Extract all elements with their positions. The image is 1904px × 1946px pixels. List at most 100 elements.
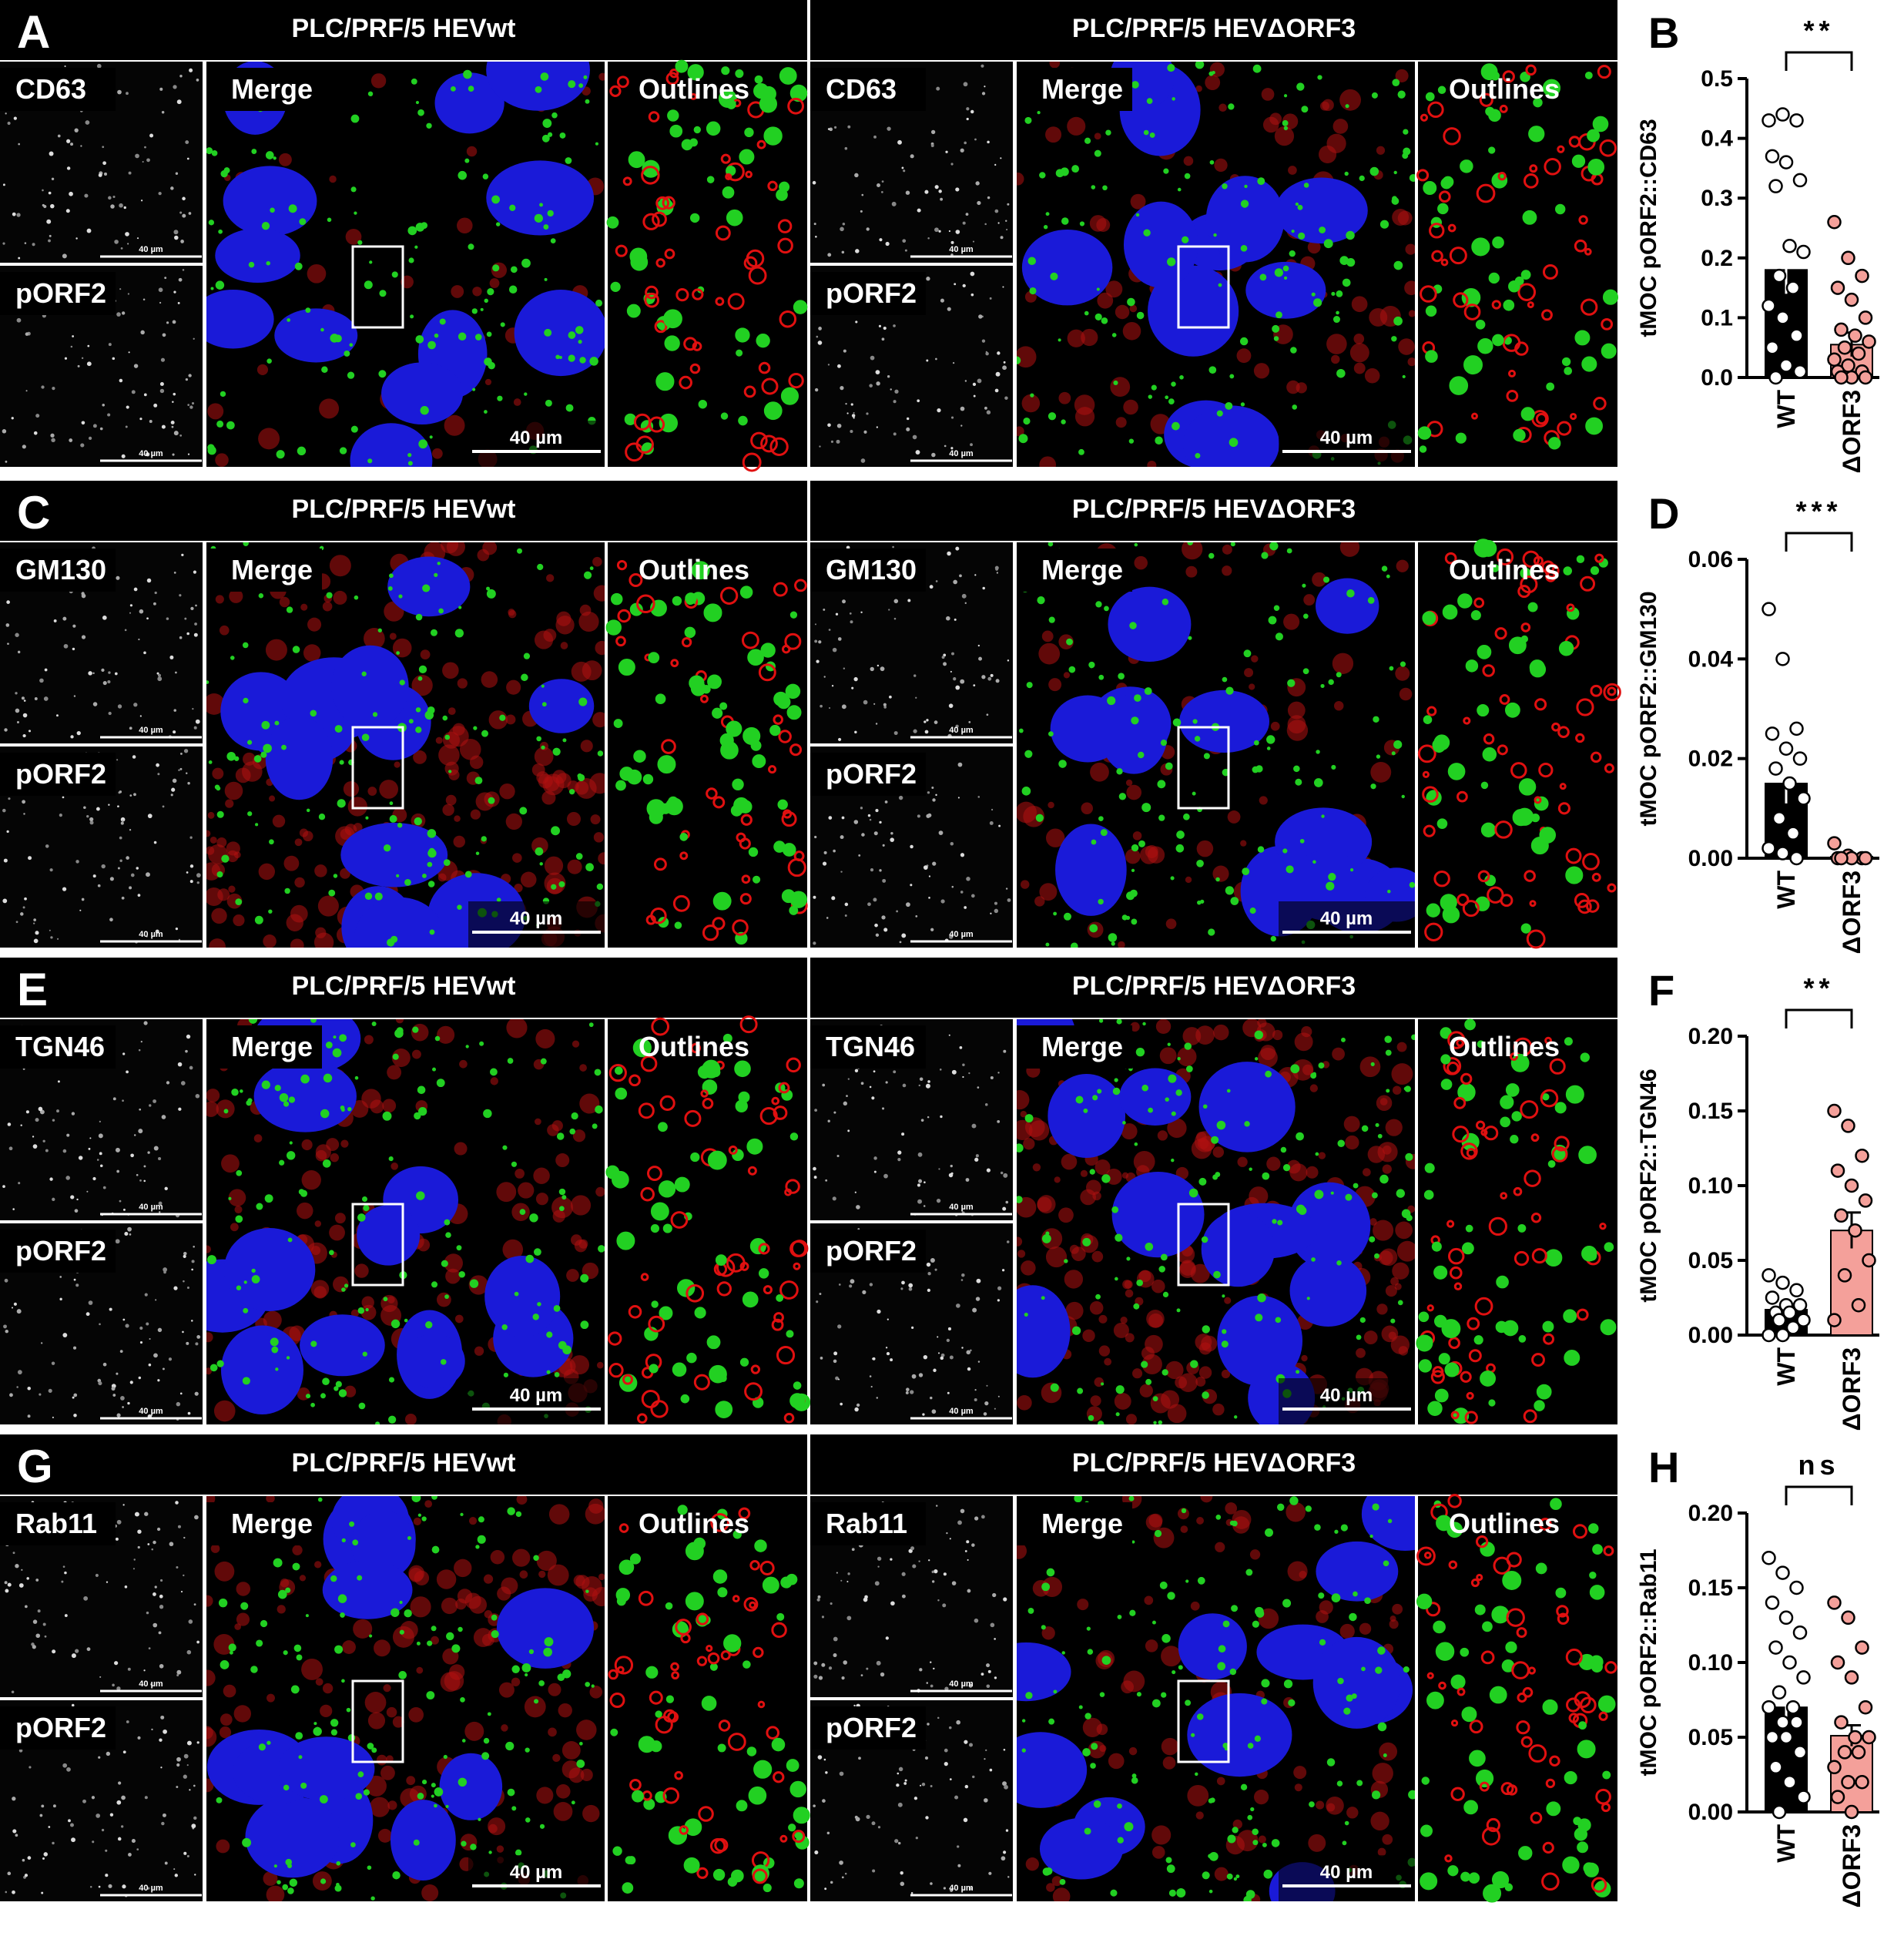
decoration [163, 806, 165, 808]
decoration [22, 445, 26, 448]
decoration [928, 897, 930, 899]
decoration [578, 1240, 588, 1249]
decoration [293, 1563, 300, 1571]
decoration [1565, 368, 1571, 374]
merge-label: Merge [231, 73, 313, 105]
decoration [543, 773, 565, 795]
decoration [214, 1401, 236, 1422]
decoration [459, 1060, 468, 1069]
scale-label: 40 µm [139, 1407, 163, 1416]
decoration [949, 230, 950, 232]
decoration [900, 1287, 903, 1290]
decoration [525, 1817, 531, 1823]
decoration [883, 928, 887, 931]
decoration [1334, 701, 1343, 710]
decoration [1129, 1496, 1135, 1501]
decoration [1461, 161, 1473, 173]
decoration [2, 899, 7, 904]
decoration [969, 1743, 973, 1746]
decoration [1249, 1186, 1268, 1206]
decoration [1341, 1038, 1346, 1042]
decoration [1129, 622, 1137, 629]
decoration [72, 1653, 76, 1658]
decoration [1048, 1719, 1054, 1725]
decoration [958, 797, 960, 798]
decoration [100, 428, 103, 431]
decoration [314, 1286, 327, 1298]
decoration [831, 441, 833, 443]
decoration [967, 1367, 971, 1371]
decoration [193, 1817, 196, 1820]
decoration [970, 110, 974, 113]
decoration [529, 1649, 534, 1654]
decoration [925, 730, 929, 734]
decoration [1519, 1225, 1525, 1231]
decoration [1143, 229, 1150, 236]
decoration [535, 1029, 555, 1048]
decoration [307, 809, 310, 813]
decoration [861, 458, 866, 463]
decoration [590, 566, 594, 570]
decoration [1364, 1597, 1371, 1604]
decoration [1131, 1777, 1138, 1784]
decoration [159, 302, 161, 304]
decoration [72, 1704, 75, 1707]
decoration [1071, 942, 1078, 950]
nucleus [1217, 1296, 1302, 1386]
decoration [1215, 1542, 1225, 1552]
decoration [302, 1139, 313, 1150]
decoration [183, 1852, 186, 1855]
decoration [749, 1787, 766, 1803]
decoration [180, 1393, 183, 1395]
decoration [562, 738, 566, 742]
decoration [1115, 1393, 1131, 1410]
decoration [406, 1776, 415, 1785]
decoration [75, 860, 79, 863]
decoration [1201, 1336, 1217, 1352]
decoration [119, 837, 122, 840]
decoration [80, 443, 84, 447]
decoration [1319, 1600, 1333, 1614]
decoration [295, 263, 303, 270]
decoration [458, 606, 461, 609]
decoration [311, 1246, 320, 1255]
decoration [143, 1180, 146, 1183]
decoration [960, 424, 962, 426]
decoration [1084, 1827, 1091, 1834]
decoration [158, 192, 161, 195]
decoration [108, 804, 109, 806]
decoration [534, 1699, 538, 1703]
decoration [394, 762, 401, 768]
data-point [1829, 837, 1841, 850]
decoration [434, 573, 437, 577]
decoration [749, 650, 763, 665]
decoration [65, 65, 66, 67]
decoration [216, 421, 223, 428]
decoration [920, 1785, 921, 1787]
decoration [879, 325, 881, 327]
decoration [1015, 1196, 1023, 1203]
nucleus [1112, 1172, 1205, 1257]
decoration [335, 725, 343, 733]
decoration [159, 1739, 162, 1742]
decoration [260, 752, 266, 758]
decoration [666, 799, 682, 814]
decoration [845, 403, 846, 404]
decoration [893, 432, 897, 435]
decoration [932, 1409, 937, 1414]
decoration [161, 1822, 164, 1825]
decoration [133, 1568, 135, 1569]
decoration [5, 623, 9, 627]
decoration [1346, 104, 1349, 108]
decoration [837, 1324, 841, 1328]
decoration [8, 1122, 12, 1126]
decoration [1350, 868, 1353, 871]
decoration [1158, 814, 1165, 820]
decoration [1326, 1797, 1344, 1815]
decoration [1564, 1310, 1576, 1322]
decoration [894, 599, 899, 604]
decoration [1319, 1152, 1326, 1159]
decoration [1392, 197, 1400, 205]
decoration [287, 1151, 295, 1159]
decoration [93, 424, 97, 428]
